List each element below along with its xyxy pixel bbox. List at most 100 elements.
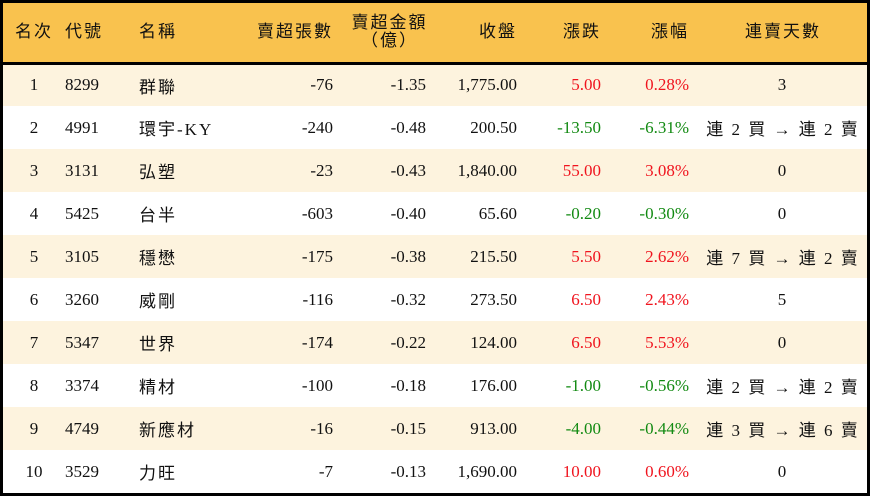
change-pct-cell: 0.60% [645,461,689,481]
close-cell: 1,840.00 [457,160,518,180]
rank-cell: 5 [29,246,39,266]
net-sell-lots-cell: -76 [310,75,333,95]
net-sell-amount-cell: -0.43 [390,160,426,180]
name-cell[interactable]: 新應材 [139,421,196,440]
net-sell-amount-cell: -0.18 [390,375,426,395]
net-sell-lots-cell: -174 [301,332,333,352]
close-cell: 215.50 [470,246,517,266]
code-cell[interactable]: 3260 [65,289,99,309]
table-row[interactable]: 1 8299 群聯 -76 -1.35 1,775.00 5.00 0.28% … [3,63,867,106]
code-cell[interactable]: 4749 [65,418,99,438]
name-cell[interactable]: 力旺 [139,464,177,483]
code-cell[interactable]: 3374 [65,375,99,395]
net-sell-ranking-table: 名次 代號 名稱 賣超張數 賣超金額 （億） 收盤 漲跌 漲幅 連賣天數 1 8… [3,3,867,493]
name-cell[interactable]: 威剛 [139,292,177,311]
net-sell-lots-cell: -603 [301,203,333,223]
net-sell-amount-cell: -0.48 [390,117,426,137]
header-name[interactable]: 名稱 [133,3,238,65]
table-row[interactable]: 5 3105 穩懋 -175 -0.38 215.50 5.50 2.62% 連… [3,235,867,278]
change-cell: -13.50 [557,117,601,137]
table-row[interactable]: 10 3529 力旺 -7 -0.13 1,690.00 10.00 0.60%… [3,450,867,493]
streak-cell: 5 [777,289,789,309]
header-change-pct[interactable]: 漲幅 [611,3,699,65]
code-cell[interactable]: 4991 [65,117,99,137]
name-cell[interactable]: 台半 [139,206,177,225]
header-net-sell-lots[interactable]: 賣超張數 [238,3,333,65]
net-sell-lots-cell: -23 [310,160,333,180]
name-cell[interactable]: 弘塑 [139,163,177,182]
table-row[interactable]: 7 5347 世界 -174 -0.22 124.00 6.50 5.53% 0 [3,321,867,364]
net-sell-lots-cell: -16 [310,418,333,438]
streak-cell: 0 [777,203,789,223]
code-cell[interactable]: 3529 [65,461,99,481]
close-cell: 176.00 [470,375,517,395]
close-cell: 65.60 [478,203,517,223]
change-pct-cell: -6.31% [639,117,689,137]
name-cell[interactable]: 穩懋 [139,249,177,268]
net-sell-amount-cell: -0.13 [390,461,426,481]
change-cell: 55.00 [562,160,601,180]
close-cell: 913.00 [470,418,517,438]
change-pct-cell: 0.28% [645,75,689,95]
name-cell[interactable]: 群聯 [139,77,177,97]
table-row[interactable]: 8 3374 精材 -100 -0.18 176.00 -1.00 -0.56%… [3,364,867,407]
rank-cell: 10 [25,461,43,481]
change-pct-cell: 2.43% [645,289,689,309]
change-cell: 6.50 [571,332,601,352]
table-header: 名次 代號 名稱 賣超張數 賣超金額 （億） 收盤 漲跌 漲幅 連賣天數 [3,3,867,65]
change-cell: -4.00 [565,418,601,438]
change-cell: 5.50 [571,246,601,266]
table-row[interactable]: 4 5425 台半 -603 -0.40 65.60 -0.20 -0.30% … [3,192,867,235]
code-cell[interactable]: 5425 [65,203,99,223]
rank-cell: 8 [29,375,39,395]
header-net-sell-amount[interactable]: 賣超金額 （億） [333,3,436,65]
table-row[interactable]: 2 4991 環宇-KY -240 -0.48 200.50 -13.50 -6… [3,106,867,149]
streak-cell: 連 2 買 → 連 2 賣 [706,120,860,139]
change-cell: 6.50 [571,289,601,309]
change-pct-cell: -0.30% [639,203,689,223]
header-net-sell-amount-line2: （億） [361,31,418,51]
net-sell-amount-cell: -0.40 [390,203,426,223]
table-row[interactable]: 6 3260 威剛 -116 -0.32 273.50 6.50 2.43% 5 [3,278,867,321]
close-cell: 1,690.00 [457,461,518,481]
table-row[interactable]: 9 4749 新應材 -16 -0.15 913.00 -4.00 -0.44%… [3,407,867,450]
header-code[interactable]: 代號 [65,3,133,65]
streak-cell: 連 3 買 → 連 6 賣 [706,421,860,440]
change-cell: -0.20 [565,203,601,223]
net-sell-lots-cell: -240 [301,117,333,137]
change-pct-cell: 3.08% [645,160,689,180]
rank-cell: 1 [29,75,39,95]
streak-cell: 0 [777,461,789,481]
streak-cell: 3 [777,75,789,95]
change-cell: -1.00 [565,375,601,395]
change-cell: 10.00 [562,461,601,481]
table-row[interactable]: 3 3131 弘塑 -23 -0.43 1,840.00 55.00 3.08%… [3,149,867,192]
net-sell-amount-cell: -0.22 [390,332,426,352]
header-change[interactable]: 漲跌 [527,3,611,65]
code-cell[interactable]: 8299 [65,75,99,95]
streak-cell: 0 [777,332,789,352]
rank-cell: 9 [29,418,39,438]
close-cell: 273.50 [470,289,517,309]
change-pct-cell: -0.44% [639,418,689,438]
net-sell-amount-cell: -1.35 [390,75,426,95]
rank-cell: 3 [29,160,39,180]
net-sell-lots-cell: -116 [302,289,333,309]
net-sell-amount-cell: -0.38 [390,246,426,266]
name-cell[interactable]: 世界 [139,335,177,354]
code-cell[interactable]: 3105 [65,246,99,266]
header-rank[interactable]: 名次 [3,3,65,65]
name-cell[interactable]: 環宇-KY [139,120,214,139]
net-sell-lots-cell: -175 [301,246,333,266]
header-streak[interactable]: 連賣天數 [699,3,867,65]
code-cell[interactable]: 5347 [65,332,99,352]
code-cell[interactable]: 3131 [65,160,99,180]
rank-cell: 7 [29,332,39,352]
streak-cell: 0 [777,160,789,180]
streak-cell: 連 7 買 → 連 2 賣 [706,249,860,268]
close-cell: 124.00 [470,332,517,352]
close-cell: 1,775.00 [457,75,518,95]
name-cell[interactable]: 精材 [139,378,177,397]
header-close[interactable]: 收盤 [436,3,527,65]
